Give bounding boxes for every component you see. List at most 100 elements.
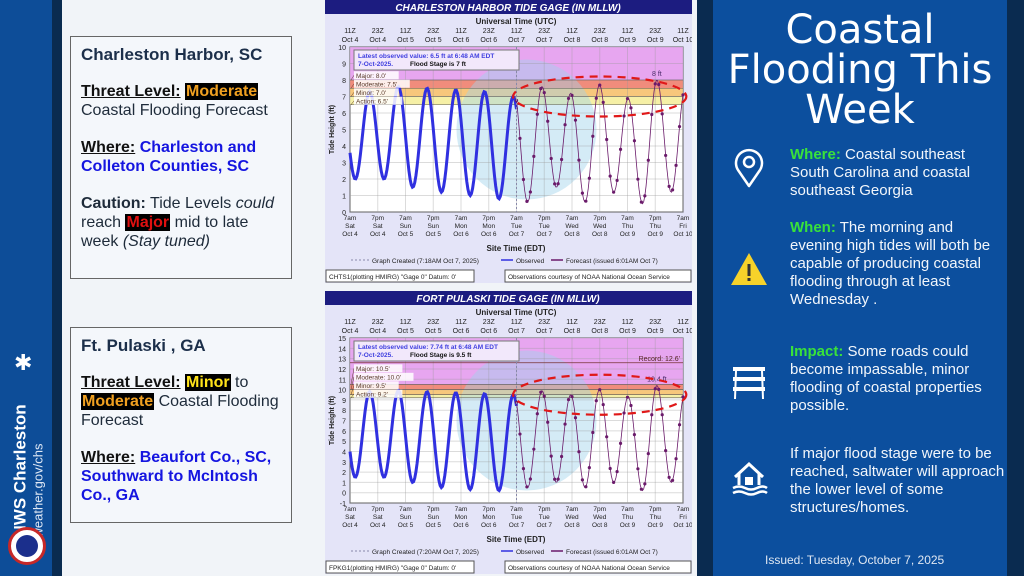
summary-panel: Coastal Flooding This Week Where: Coasta… [697,0,1024,576]
local-tick-label: 7am [621,506,634,513]
forecast-point [546,119,550,123]
forecast-point [605,435,609,439]
threat-badge: Minor [185,374,231,391]
local-tick-label: 7am [510,506,523,513]
utc-tick-date: Oct 6 [480,37,497,44]
forecast-point [549,454,553,458]
latest-observed-text: Latest observed value: 7.74 ft at 6:48 A… [358,344,498,351]
title-bar [325,291,692,305]
observed-series-line [348,388,518,493]
utc-tick-date: Oct 6 [480,328,497,335]
y-tick-label: 14 [338,346,346,353]
utc-tick-label: 11Z [344,319,356,326]
threshold-label-leader [350,393,355,398]
local-tick-label: 7pm [371,215,384,222]
branding-text: NWS Charleston weather.gov/chs [11,358,46,538]
card-location: Charleston Harbor, SC [81,45,263,64]
utc-tick-label: 11Z [622,319,634,326]
forecast-point [549,156,553,161]
forecast-point [587,465,591,470]
peak-label: 8 ft [652,71,662,78]
forecast-point [532,447,536,451]
local-tick-label: 7pm [482,506,495,513]
local-tick-label: Oct 6 [481,231,497,238]
forecast-point [643,482,647,486]
local-tick-label: Oct 4 [342,522,358,529]
threshold-label-bg [354,96,403,105]
forecast-point [657,82,661,87]
y-tick-label: 5 [342,439,346,446]
forecast-point [584,485,588,489]
y-tick-label: 0 [342,491,346,498]
threshold-label: Moderate: 10.0' [356,374,401,381]
local-tick-label: Thu [622,223,634,230]
forecast-point [632,433,637,437]
y-tick-label: 9 [342,62,346,69]
map-pin-icon [734,148,764,188]
flood-stage-text: Flood Stage is 9.5 ft [410,352,472,359]
forecast-point [674,457,678,461]
forecast-point [563,422,567,426]
y-tick-label: 0 [342,210,346,217]
threshold-label-bg [354,88,399,97]
chart-title: FORT PULASKI TIDE GAGE (IN MLLW) [416,294,600,305]
local-tick-label: 7am [399,506,412,513]
threshold-label-leader [350,100,355,105]
forecast-point [622,411,626,415]
forecast-point [618,147,623,151]
threshold-label-leader [350,368,355,385]
local-tick-label: Oct 7 [509,231,525,238]
utc-tick-date: Oct 5 [397,37,414,44]
where: Where: Charleston and Colleton Counties,… [81,139,257,175]
flooded-house-icon [732,461,768,496]
local-tick-label: Oct 9 [647,231,663,238]
threat-badge: Moderate [185,83,259,100]
local-tick-label: 7pm [538,506,551,513]
footer-right-box [504,560,692,574]
forecast-point [667,475,671,479]
forecast-point [660,112,664,116]
forecast-point [681,93,685,97]
threshold-label: Moderate: 7.5' [356,81,397,88]
threshold-label: Minor: 7.0' [356,90,386,97]
local-tick-label: Wed [593,514,607,521]
chart-title: CHARLESTON HARBOR TIDE GAGE (IN MLLW) [395,3,621,14]
local-tick-label: Oct 5 [398,522,414,529]
forecast-point [629,403,633,408]
utc-tick-label: 11Z [455,319,467,326]
local-tick-label: Oct 7 [536,522,552,529]
utc-tick-label: 11Z [622,28,634,35]
local-tick-label: Mon [482,514,495,521]
local-tick-label: Fri [679,514,687,521]
forecast-point [518,136,522,140]
y-tick-label: 6 [342,111,346,118]
forecast-point [539,86,543,91]
threat-level: Threat Level: Moderate Coastal Flooding … [81,83,268,119]
utc-tick-label: 23Z [483,28,496,35]
local-tick-label: 7am [455,506,468,513]
legend-forecast: Forecast (issued 6:01AM Oct 7) [566,549,658,556]
forecast-point [636,177,640,181]
y-tick-label: 3 [342,161,346,168]
utc-tick-label: 23Z [372,28,385,35]
local-tick-label: Oct 8 [564,231,580,238]
utc-tick-label: 23Z [594,319,607,326]
y-tick-label: 10 [338,45,346,52]
where: Where: Beaufort Co., SC, Southward to Mc… [81,449,272,504]
local-tick-label: Oct 4 [342,231,358,238]
footer-right-box [504,269,692,283]
forecast-point [566,96,571,101]
utc-tick-date: Oct 7 [536,37,553,44]
title-bar [325,0,692,14]
local-tick-label: 7pm [593,215,606,222]
forecast-point [525,199,529,203]
forecast-point [573,118,578,122]
office-url[interactable]: weather.gov/chs [30,443,46,538]
utc-tick-date: Oct 9 [619,328,636,335]
local-tick-label: 7pm [649,506,662,513]
road-barrier-icon [733,367,765,400]
y-tick-label: 4 [342,449,346,456]
utc-tick-label: 11Z [511,319,523,326]
local-tick-label: Oct 7 [536,231,552,238]
local-tick-label: 7pm [482,215,495,222]
